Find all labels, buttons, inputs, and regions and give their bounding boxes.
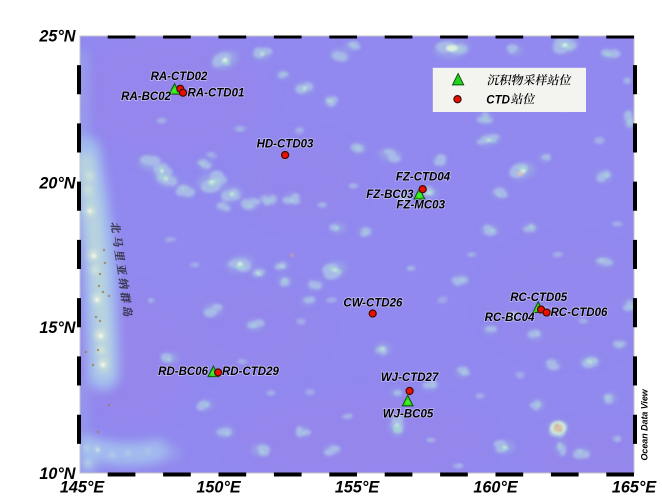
svg-text:HD-CTD03: HD-CTD03 [257,138,314,150]
svg-text:15°N: 15°N [39,319,75,337]
svg-text:FZ-BC03: FZ-BC03 [366,189,414,201]
svg-text:RD-CTD29: RD-CTD29 [222,366,279,378]
svg-text:WJ-BC05: WJ-BC05 [383,408,434,420]
svg-text:FZ-MC03: FZ-MC03 [396,200,445,212]
svg-text:CW-CTD26: CW-CTD26 [343,297,403,309]
svg-text:FZ-CTD04: FZ-CTD04 [396,172,451,184]
svg-text:25°N: 25°N [38,27,75,45]
svg-text:10°N: 10°N [39,465,75,483]
svg-text:RC-BC04: RC-BC04 [485,312,535,324]
svg-text:Ocean Data View: Ocean Data View [639,388,649,460]
svg-text:CTD: CTD [486,94,510,106]
svg-text:20°N: 20°N [38,174,75,192]
svg-text:150°E: 150°E [196,478,241,496]
svg-text:RC-CTD05: RC-CTD05 [510,292,567,304]
svg-text:RC-CTD06: RC-CTD06 [551,307,608,319]
svg-text:165°E: 165°E [612,478,657,496]
svg-text:155°E: 155°E [335,478,380,496]
svg-text:145°E: 145°E [60,478,105,496]
svg-text:RA-CTD01: RA-CTD01 [188,87,245,99]
svg-text:WJ-CTD27: WJ-CTD27 [381,372,439,384]
svg-text:RA-CTD02: RA-CTD02 [151,71,208,83]
svg-text:160°E: 160°E [473,478,518,496]
svg-text:RA-BC02: RA-BC02 [121,91,171,103]
svg-text:RD-BC06: RD-BC06 [158,366,208,378]
